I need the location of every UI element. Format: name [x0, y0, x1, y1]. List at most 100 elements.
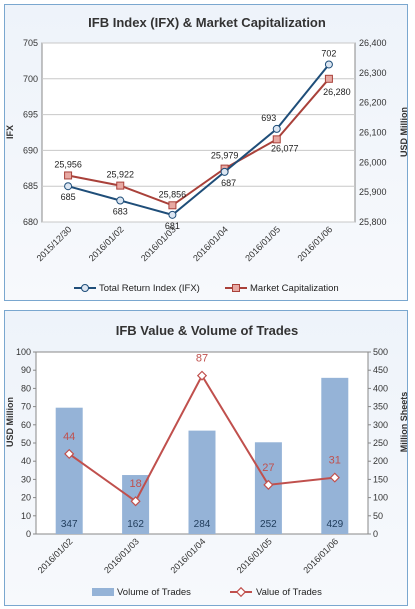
chart1-y2tick: 25,900: [359, 187, 387, 197]
chart1-label-ifx: 685: [61, 192, 76, 202]
chart1-label-ifx: 702: [321, 48, 336, 58]
chart2-label-value: 27: [262, 462, 274, 474]
chart2-label-value: 44: [63, 431, 75, 443]
chart2-label-volume: 347: [61, 519, 78, 530]
chart2-y2tick: 250: [373, 438, 388, 448]
chart1-y2label: USD Million: [399, 107, 409, 157]
chart2-label-value: 31: [329, 455, 341, 467]
chart2-y2label: Million Sheets: [399, 392, 409, 453]
chart1-label-ifx: 693: [261, 113, 276, 123]
chart2-label-volume: 284: [194, 519, 211, 530]
chart1-ytick: 695: [23, 110, 38, 120]
legend-marker-market-cap: [232, 284, 240, 292]
chart1-y2tick: 26,000: [359, 157, 387, 167]
chart2-ytick: 10: [21, 511, 31, 521]
chart1-y2tick: 25,800: [359, 217, 387, 227]
chart1-point-market-cap: [116, 181, 125, 190]
chart1-label-market-cap: 26,280: [323, 87, 351, 97]
chart2-point-value: [64, 448, 75, 460]
chart1-label-market-cap: 25,856: [159, 189, 187, 199]
chart2-y2tick: 100: [373, 493, 388, 503]
chart2-ytick: 80: [21, 383, 31, 393]
chart2-ytick: 60: [21, 420, 31, 430]
legend-swatch-volume: [92, 588, 114, 596]
chart2-title: IFB Value & Volume of Trades: [116, 323, 299, 338]
chart2-point-value: [196, 370, 208, 381]
ifx-market-cap-chart: IFB Index (IFX) & Market Capitalization …: [5, 15, 409, 294]
chart1-y2tick: 26,400: [359, 38, 387, 48]
chart1-label-market-cap: 26,077: [271, 143, 299, 153]
chart2-ytick: 40: [21, 456, 31, 466]
chart2-bar-volume: [188, 430, 216, 534]
chart1-label-market-cap: 25,979: [211, 151, 239, 161]
chart1-point-ifx: [116, 196, 125, 205]
chart1-label-market-cap: 25,922: [106, 170, 134, 180]
chart1-point-ifx: [272, 124, 281, 133]
chart2-ytick: 100: [16, 347, 31, 357]
chart1-label-ifx: 683: [113, 207, 128, 217]
legend-marker-ifx: [81, 284, 89, 292]
chart1-point-ifx: [168, 210, 177, 219]
chart2-label-value: 18: [129, 478, 141, 490]
chart2-y2tick: 50: [373, 511, 383, 521]
chart2-bar-volume: [321, 377, 349, 534]
chart2-label-value: 87: [196, 353, 208, 365]
chart1-point-market-cap: [64, 171, 73, 180]
chart2-ytick: 30: [21, 474, 31, 484]
chart2-ytick: 50: [21, 438, 31, 448]
chart1-ytick: 700: [23, 74, 38, 84]
chart1-y2tick: 26,200: [359, 98, 387, 108]
chart1-label-market-cap: 25,956: [54, 159, 82, 169]
chart1-ylabel: IFX: [5, 125, 15, 139]
chart2-ylabel: USD Million: [5, 397, 15, 447]
chart1-point-market-cap: [168, 201, 177, 210]
chart1-ytick: 680: [23, 217, 38, 227]
chart1-ytick: 685: [23, 181, 38, 191]
chart2-ytick: 90: [21, 365, 31, 375]
chart1-series-line-ifx: [67, 63, 330, 216]
chart1-point-ifx: [324, 60, 333, 69]
chart1-label-ifx: 687: [221, 178, 236, 188]
chart1-label-ifx: 681: [165, 221, 180, 231]
chart1-point-market-cap: [324, 74, 333, 83]
chart2-point-value: [130, 496, 141, 507]
chart1-legend: Total Return Index (IFX) Market Capitaliz…: [74, 283, 339, 294]
chart1-y2tick: 26,100: [359, 128, 387, 138]
chart2-y2tick: 350: [373, 402, 388, 412]
legend-label-market-cap: Market Capitalization: [250, 283, 339, 294]
chart2-y2tick: 400: [373, 383, 388, 393]
chart2-y2tick: 150: [373, 474, 388, 484]
chart2-xtick: 2016/01/03: [102, 536, 141, 575]
chart2-ytick: 20: [21, 493, 31, 503]
legend-marker-value: [235, 586, 247, 598]
chart2-ytick: 70: [21, 402, 31, 412]
chart2-y2tick: 500: [373, 347, 388, 357]
chart2-point-value: [329, 472, 340, 483]
chart2-label-volume: 162: [127, 519, 144, 530]
chart2-y2tick: 0: [373, 529, 378, 539]
chart1-series-line-market-cap: [67, 78, 330, 207]
chart1-point-market-cap: [272, 135, 281, 144]
chart2-xtick: 2016/01/05: [235, 536, 274, 575]
legend-label-volume: Volume of Trades: [117, 587, 191, 598]
chart1-title: IFB Index (IFX) & Market Capitalization: [88, 15, 326, 30]
chart2-y2tick: 450: [373, 365, 388, 375]
chart2-label-volume: 429: [326, 519, 343, 530]
chart1-point-ifx: [220, 167, 229, 176]
chart2-legend: Volume of Trades Value of Trades: [92, 586, 322, 598]
chart2-label-volume: 252: [260, 519, 277, 530]
chart2-xtick: 2016/01/02: [36, 536, 75, 575]
legend-label-value: Value of Trades: [256, 587, 322, 598]
chart1-point-ifx: [64, 182, 73, 191]
chart1-y2tick: 26,300: [359, 68, 387, 78]
chart1-ytick: 690: [23, 145, 38, 155]
chart2-y2tick: 200: [373, 456, 388, 466]
chart2-ytick: 0: [26, 529, 31, 539]
chart2-bar-volume: [55, 407, 83, 534]
chart1-ytick: 705: [23, 38, 38, 48]
chart2-xtick: 2016/01/06: [301, 536, 340, 575]
chart2-xtick: 2016/01/04: [168, 536, 207, 575]
legend-label-ifx: Total Return Index (IFX): [99, 283, 200, 294]
chart2-point-value: [263, 479, 274, 490]
